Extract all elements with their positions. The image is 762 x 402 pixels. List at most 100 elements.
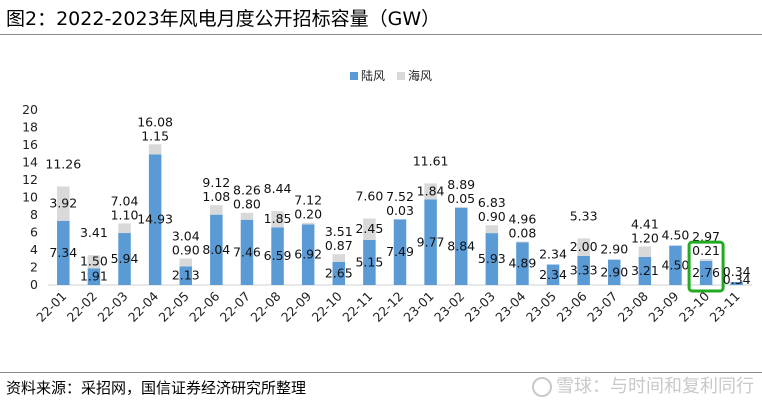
- x-tick-label: 23-10: [676, 288, 712, 324]
- bar-offshore: [577, 238, 590, 256]
- total-value-label: 8.26: [233, 183, 261, 198]
- offshore-value-label: 0.08: [509, 226, 537, 241]
- total-value-label: 8.89: [447, 177, 475, 192]
- offshore-value-label: 0.80: [233, 197, 261, 212]
- bar-offshore: [179, 258, 192, 267]
- offshore-value-label: 0.03: [386, 203, 414, 218]
- onshore-value-label: 7.34: [49, 245, 77, 260]
- bar-onshore: [546, 264, 560, 285]
- total-value-label: 4.96: [509, 212, 537, 227]
- x-tick-label: 23-06: [553, 288, 589, 324]
- bar-onshore: [485, 233, 499, 285]
- offshore-value-label: 0.05: [447, 191, 475, 206]
- onshore-value-label: 6.59: [264, 248, 292, 263]
- offshore-value-label: 2.00: [570, 239, 598, 254]
- bar-onshore: [210, 214, 223, 285]
- offshore-value-label: 1.15: [141, 128, 169, 143]
- x-tick-label: 22-11: [339, 289, 375, 325]
- bar-offshore: [301, 222, 315, 225]
- bar-offshore: [148, 144, 162, 155]
- watermark: 雪球：与时间和复利同行: [532, 372, 754, 398]
- total-value-label: 4.50: [662, 228, 690, 243]
- bar-onshore: [179, 266, 192, 285]
- onshore-value-label: 7.49: [386, 244, 414, 259]
- onshore-value-label: 9.77: [417, 234, 445, 249]
- chart-title: 图2：2022-2023年风电月度公开招标容量（GW）: [6, 8, 441, 30]
- onshore-value-label: 14.93: [137, 212, 173, 227]
- bar-onshore: [118, 233, 131, 285]
- bar-onshore: [577, 255, 590, 285]
- offshore-value-label: 0.90: [478, 209, 506, 224]
- bar-offshore: [118, 223, 131, 234]
- bar-onshore: [393, 219, 407, 285]
- x-tick-label: 22-10: [309, 288, 345, 324]
- bar-offshore: [699, 259, 713, 261]
- total-value-label: 7.12: [294, 193, 322, 208]
- bar-offshore: [363, 218, 376, 240]
- bar-onshore: [424, 199, 437, 285]
- total-value-label: 0.34: [723, 264, 751, 279]
- bar-onshore: [454, 207, 468, 285]
- offshore-value-label: 0.90: [172, 242, 200, 257]
- legend-swatch-onshore: [350, 72, 358, 80]
- bar-offshore: [240, 212, 254, 220]
- onshore-value-label: 2.76: [692, 265, 720, 280]
- bar-onshore: [638, 256, 652, 285]
- bar-onshore: [332, 261, 346, 285]
- y-tick-label: 2: [30, 260, 38, 275]
- onshore-value-label: 5.94: [111, 251, 139, 266]
- onshore-value-label: 2.13: [172, 268, 200, 283]
- bar-offshore: [424, 183, 437, 200]
- bar-offshore: [332, 254, 346, 262]
- x-tick-label: 22-06: [186, 288, 222, 324]
- onshore-value-label: 2.34: [539, 267, 567, 282]
- onshore-value-label: 8.04: [202, 242, 230, 257]
- x-tick-label: 23-07: [584, 289, 620, 325]
- x-tick-label: 23-02: [431, 289, 467, 325]
- total-value-label: 16.08: [137, 114, 173, 129]
- bar-onshore: [608, 259, 621, 285]
- bar-onshore: [699, 260, 713, 285]
- y-tick-label: 12: [22, 172, 38, 187]
- total-value-label: 4.41: [631, 216, 659, 231]
- bar-onshore: [516, 242, 529, 285]
- x-tick-label: 23-09: [645, 288, 681, 324]
- y-tick-label: 10: [22, 190, 38, 205]
- bar-onshore: [301, 224, 315, 285]
- bottom-rule: [0, 372, 762, 373]
- offshore-value-label: 1.10: [111, 207, 139, 222]
- total-value-label: 11.26: [45, 156, 81, 171]
- bar-onshore: [363, 239, 376, 285]
- bar-offshore: [210, 205, 223, 215]
- total-value-label: 7.52: [386, 189, 414, 204]
- x-tick-label: 23-11: [707, 289, 743, 325]
- highlight-box: [687, 240, 725, 293]
- x-tick-label: 22-02: [64, 289, 100, 325]
- offshore-value-label: 2.45: [355, 221, 383, 236]
- top-rule: [0, 34, 762, 35]
- bar-onshore: [148, 154, 162, 285]
- legend-swatch-offshore: [397, 72, 405, 80]
- onshore-value-label: 5.93: [478, 251, 506, 266]
- stacked-bar-chart: 陆风 海风 0 2 4 6 8 10 12 14 16 18 20 7.34 3.92 11.26 22-01 1…: [22, 68, 752, 325]
- offshore-value-label: 0.87: [325, 238, 353, 253]
- bar-onshore: [730, 282, 743, 285]
- total-value-label: 3.41: [80, 225, 108, 240]
- y-tick-label: 16: [22, 137, 38, 152]
- legend-label-offshore: 海风: [408, 68, 432, 83]
- x-tick-label: 22-12: [370, 289, 406, 325]
- onshore-value-label: 2.90: [600, 264, 628, 279]
- total-value-label: 11.61: [413, 153, 449, 168]
- y-tick-label: 0: [30, 277, 38, 292]
- x-tick-label: 22-01: [33, 289, 69, 325]
- total-value-label: 8.44: [264, 181, 292, 196]
- total-value-label: 7.04: [111, 193, 139, 208]
- offshore-value-label: 3.92: [49, 196, 77, 211]
- total-value-label: 5.33: [570, 208, 598, 223]
- onshore-value-label: 6.92: [294, 247, 322, 262]
- snowball-icon: [532, 377, 552, 397]
- bar-offshore: [271, 211, 284, 228]
- offshore-value-label: 1.84: [417, 183, 445, 198]
- total-value-label: 2.90: [600, 242, 628, 257]
- y-tick-label: 18: [22, 120, 38, 135]
